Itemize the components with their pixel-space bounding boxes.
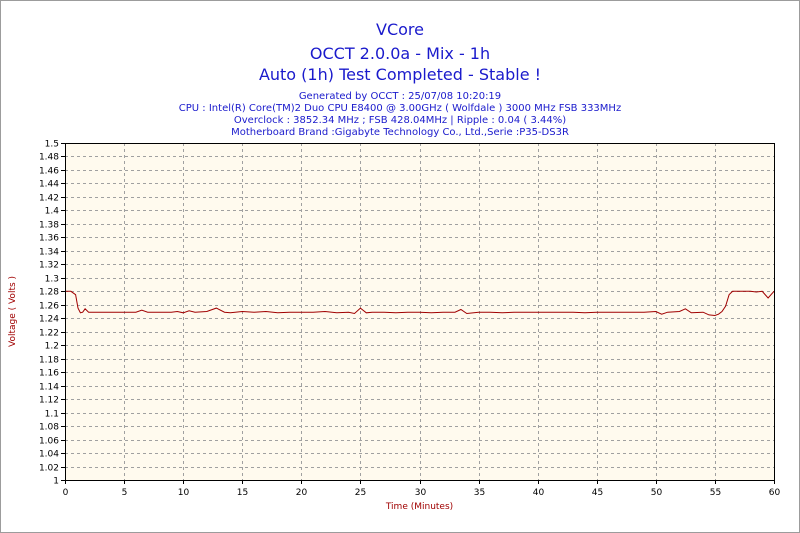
x-tick-label: 45 (592, 488, 603, 498)
x-tick-label: 40 (533, 488, 545, 498)
y-tick-label: 1 (53, 477, 59, 487)
x-tick-label: 35 (474, 488, 485, 498)
x-tick-label: 5 (122, 488, 128, 498)
x-tick-label: 60 (769, 488, 781, 498)
y-tick-label: 1.3 (45, 275, 59, 285)
y-axis-label: Voltage ( Volts ) (8, 276, 18, 347)
y-tick-label: 1.5 (45, 140, 59, 150)
y-tick-label: 1.24 (39, 315, 59, 325)
x-tick-label: 10 (178, 488, 190, 498)
y-tick-label: 1.42 (39, 194, 59, 204)
x-tick-label: 30 (415, 488, 427, 498)
y-tick-label: 1.22 (39, 329, 59, 339)
y-tick-label: 1.26 (39, 302, 59, 312)
y-tick-label: 1.32 (39, 261, 59, 271)
x-tick-label: 0 (63, 488, 69, 498)
y-tick-label: 1.48 (39, 153, 59, 163)
y-tick-label: 1.04 (39, 450, 59, 460)
y-tick-label: 1.36 (39, 234, 59, 244)
x-tick-label: 15 (237, 488, 248, 498)
y-tick-label: 1.02 (39, 464, 59, 474)
plot-area (65, 143, 774, 480)
y-tick-label: 1.38 (39, 221, 59, 231)
y-tick-label: 1.1 (45, 410, 59, 420)
y-tick-label: 1.2 (45, 342, 59, 352)
x-axis-label: Time (Minutes) (385, 502, 453, 512)
y-tick-label: 1.44 (39, 180, 59, 190)
x-tick-label: 25 (355, 488, 366, 498)
x-tick-label: 55 (710, 488, 721, 498)
x-tick-label: 20 (296, 488, 308, 498)
y-tick-label: 1.34 (39, 248, 59, 258)
y-tick-label: 1.28 (39, 288, 59, 298)
y-tick-label: 1.18 (39, 356, 59, 366)
y-tick-label: 1.46 (39, 167, 59, 177)
y-tick-label: 1.4 (45, 207, 60, 217)
y-tick-label: 1.06 (39, 437, 59, 447)
x-tick-label: 50 (651, 488, 663, 498)
y-tick-label: 1.16 (39, 369, 59, 379)
y-tick-label: 1.08 (39, 423, 59, 433)
y-tick-label: 1.14 (39, 383, 59, 393)
y-tick-label: 1.12 (39, 396, 59, 406)
